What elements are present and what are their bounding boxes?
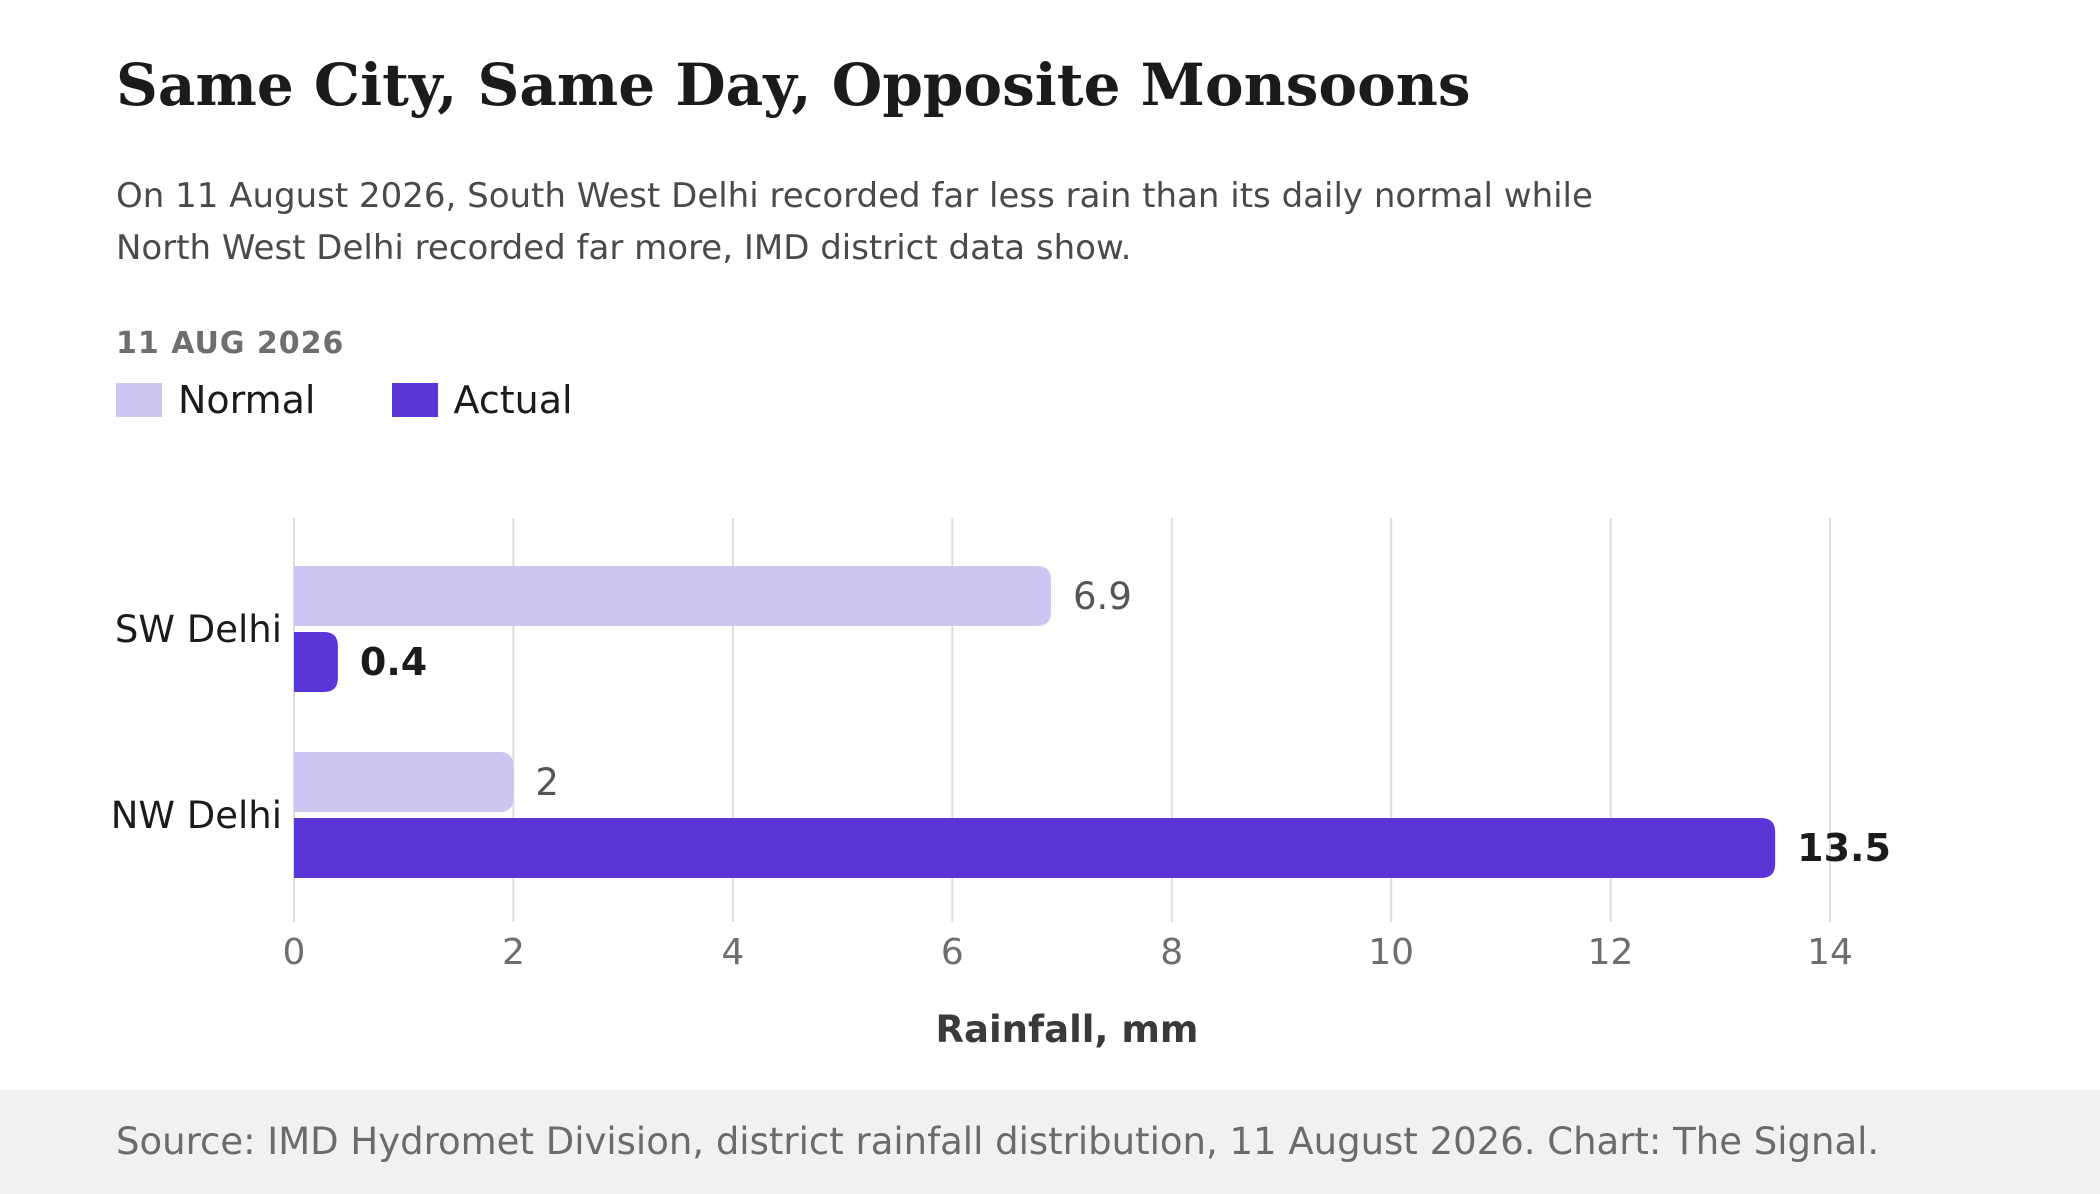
chart-title: Same City, Same Day, Opposite Monsoons xyxy=(116,51,1471,119)
legend-label-normal: Normal xyxy=(178,378,316,422)
bar-chart: 0 2 4 6 8 10 12 14 Rainfall, mm SW Delhi 6.9 0.4 NW … xyxy=(111,518,1891,1051)
source-note: Source: IMD Hydromet Division, district … xyxy=(116,1120,1880,1163)
x-tick-label: 10 xyxy=(1368,932,1414,973)
legend: Normal Actual xyxy=(116,376,649,424)
legend-item-normal: Normal xyxy=(116,376,316,424)
x-tick-label: 6 xyxy=(941,932,964,973)
x-tick-label: 8 xyxy=(1160,932,1183,973)
x-axis-label: Rainfall, mm xyxy=(936,1008,1199,1051)
footer: Source: IMD Hydromet Division, district … xyxy=(0,1090,2100,1194)
x-tick-label: 12 xyxy=(1588,932,1634,973)
data-label-normal: 2 xyxy=(535,761,559,804)
x-tick-label: 0 xyxy=(283,932,306,973)
bar-actual xyxy=(294,818,1776,878)
data-label-actual: 13.5 xyxy=(1797,826,1891,870)
x-tick-label: 4 xyxy=(721,932,744,973)
legend-swatch-normal xyxy=(116,383,162,417)
x-tick-label: 2 xyxy=(502,932,525,973)
data-label-normal: 6.9 xyxy=(1073,575,1132,618)
bar-actual xyxy=(294,632,338,692)
data-label-actual: 0.4 xyxy=(360,640,427,684)
x-tick-label: 14 xyxy=(1807,932,1853,973)
date-label: 11 AUG 2026 xyxy=(116,326,345,361)
bar-normal xyxy=(294,566,1052,626)
bar-normal xyxy=(294,752,514,812)
legend-label-actual: Actual xyxy=(453,378,573,422)
legend-swatch-actual xyxy=(391,383,438,417)
chart-subtitle: On 11 August 2026, South West Delhi reco… xyxy=(116,176,1593,268)
category-label: SW Delhi xyxy=(115,608,282,651)
category-label: NW Delhi xyxy=(111,794,282,837)
legend-item-actual: Actual xyxy=(391,376,573,424)
